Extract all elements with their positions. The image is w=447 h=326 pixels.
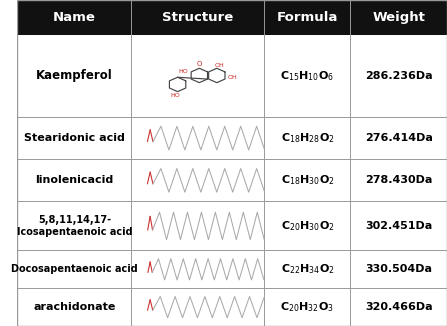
Bar bbox=[17, 250, 447, 288]
Text: Formula: Formula bbox=[277, 11, 338, 24]
Text: Kaempferol: Kaempferol bbox=[36, 69, 113, 82]
Bar bbox=[17, 35, 447, 117]
Text: Name: Name bbox=[53, 11, 96, 24]
Text: 276.414Da: 276.414Da bbox=[365, 133, 433, 143]
Text: 302.451Da: 302.451Da bbox=[365, 221, 432, 231]
Text: arachidonate: arachidonate bbox=[33, 302, 116, 312]
Text: C$_{18}$H$_{30}$O$_2$: C$_{18}$H$_{30}$O$_2$ bbox=[281, 173, 334, 187]
Text: HO: HO bbox=[178, 69, 188, 74]
Text: 330.504Da: 330.504Da bbox=[365, 264, 432, 274]
Text: C$_{22}$H$_{34}$O$_2$: C$_{22}$H$_{34}$O$_2$ bbox=[281, 262, 334, 276]
Text: OH: OH bbox=[215, 63, 224, 68]
Bar bbox=[17, 288, 447, 326]
Text: Structure: Structure bbox=[162, 11, 233, 24]
Text: C$_{15}$H$_{10}$O$_6$: C$_{15}$H$_{10}$O$_6$ bbox=[280, 69, 334, 83]
Text: Stearidonic acid: Stearidonic acid bbox=[24, 133, 125, 143]
Text: 278.430Da: 278.430Da bbox=[365, 175, 432, 185]
Text: O: O bbox=[197, 61, 202, 67]
Text: 320.466Da: 320.466Da bbox=[365, 302, 433, 312]
Text: HO: HO bbox=[170, 93, 180, 98]
Bar bbox=[17, 201, 447, 250]
Text: Docosapentaenoic acid: Docosapentaenoic acid bbox=[11, 264, 138, 274]
Text: 286.236Da: 286.236Da bbox=[365, 71, 433, 81]
Bar bbox=[17, 0, 447, 35]
Text: Weight: Weight bbox=[372, 11, 425, 24]
Text: OH: OH bbox=[228, 75, 238, 80]
Bar bbox=[17, 159, 447, 201]
Text: linolenicacid: linolenicacid bbox=[35, 175, 114, 185]
Text: 5,8,11,14,17-
Icosapentaenoic acid: 5,8,11,14,17- Icosapentaenoic acid bbox=[17, 215, 132, 237]
Text: C$_{20}$H$_{32}$O$_3$: C$_{20}$H$_{32}$O$_3$ bbox=[280, 300, 334, 314]
Text: C$_{20}$H$_{30}$O$_2$: C$_{20}$H$_{30}$O$_2$ bbox=[281, 219, 334, 233]
Text: C$_{18}$H$_{28}$O$_2$: C$_{18}$H$_{28}$O$_2$ bbox=[281, 131, 334, 145]
Bar bbox=[17, 117, 447, 159]
